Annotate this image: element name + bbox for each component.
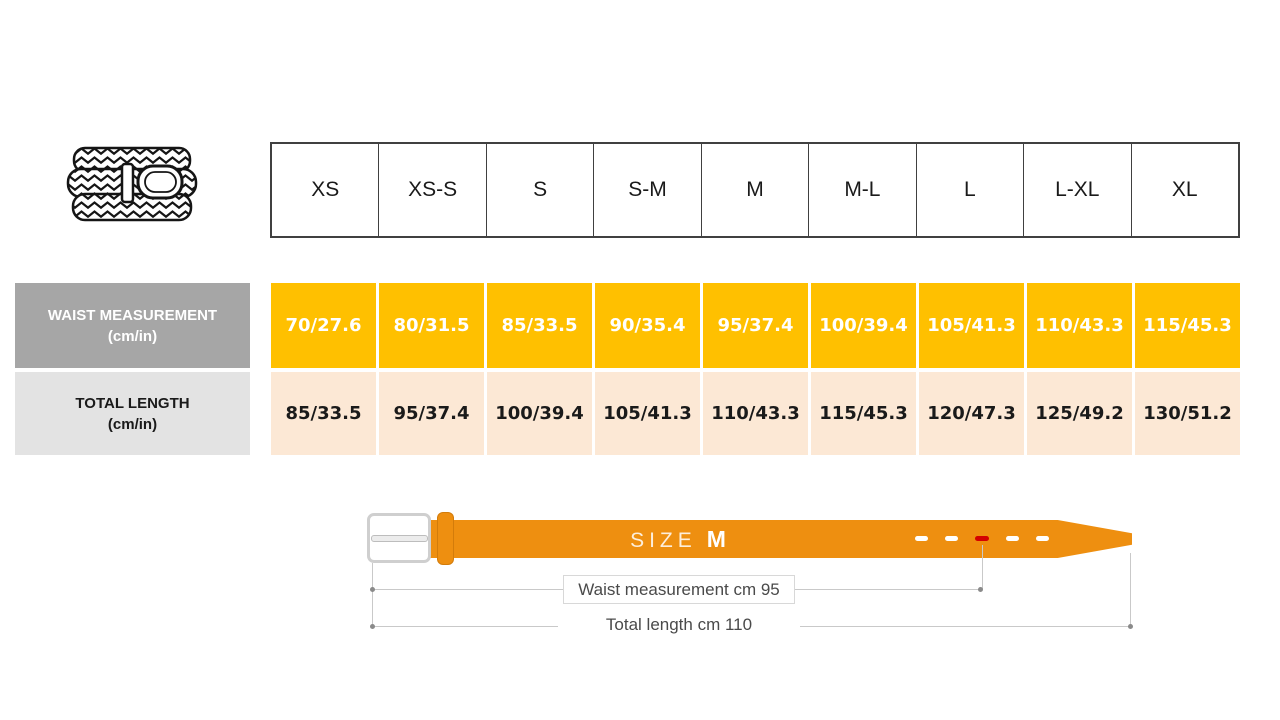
row-label-unit: (cm/in)	[107, 415, 158, 433]
size-header-cell: S-M	[593, 144, 700, 236]
waist-annotation-box: Waist measurement cm 95	[563, 575, 795, 604]
length-value-cell: 120/47.3	[919, 372, 1024, 455]
row-label-text: TOTAL LENGTH	[75, 394, 190, 412]
dim-dot	[370, 624, 375, 629]
belt-hole	[915, 536, 928, 541]
waist-value-cell: 100/39.4	[811, 283, 916, 368]
guide-line-hole	[982, 545, 983, 589]
length-value-cell: 115/45.3	[811, 372, 916, 455]
belt-hole	[1036, 536, 1049, 541]
size-header-cell: XS-S	[378, 144, 485, 236]
waist-measurement-row-label: WAIST MEASUREMENT (cm/in)	[15, 283, 250, 368]
waist-dim-line-right	[795, 589, 980, 590]
waist-value-cell: 105/41.3	[919, 283, 1024, 368]
size-header-cell: XL	[1130, 144, 1238, 236]
belt-hole	[945, 536, 958, 541]
size-header-cell: L	[915, 144, 1023, 236]
waist-value-cell: 80/31.5	[379, 283, 484, 368]
row-label-text: WAIST MEASUREMENT	[47, 306, 218, 324]
waist-value-cell: 85/33.5	[487, 283, 592, 368]
length-values-row: 85/33.5 95/37.4 100/39.4 105/41.3 110/43…	[271, 372, 1240, 455]
length-value-cell: 110/43.3	[703, 372, 808, 455]
waist-value-cell: 95/37.4	[703, 283, 808, 368]
belt-hole	[1006, 536, 1019, 541]
size-header-cell: S	[485, 144, 593, 236]
waist-value-cell: 70/27.6	[271, 283, 376, 368]
belt-keeper-loop	[437, 512, 454, 565]
size-header-cell: M-L	[808, 144, 915, 236]
waist-dim-line-left	[372, 589, 563, 590]
belt-hole-marked	[975, 536, 989, 541]
guide-line-tip	[1130, 553, 1131, 627]
waist-value-cell: 115/45.3	[1135, 283, 1240, 368]
length-value-cell: 125/49.2	[1027, 372, 1132, 455]
size-header-cell: L-XL	[1023, 144, 1130, 236]
total-length-row-label: TOTAL LENGTH (cm/in)	[15, 372, 250, 455]
belt-size-label: SIZE M	[558, 526, 798, 553]
braided-belt-icon	[66, 146, 198, 222]
size-header-cell: M	[700, 144, 808, 236]
length-value-cell: 95/37.4	[379, 372, 484, 455]
waist-value-cell: 110/43.3	[1027, 283, 1132, 368]
length-value-cell: 105/41.3	[595, 372, 700, 455]
row-label-unit: (cm/in)	[107, 327, 158, 345]
dim-dot	[370, 587, 375, 592]
length-annotation: Total length cm 110	[605, 615, 753, 634]
waist-value-cell: 90/35.4	[595, 283, 700, 368]
length-dim-line-left	[372, 626, 558, 627]
length-value-cell: 85/33.5	[271, 372, 376, 455]
belt-buckle-prong	[371, 535, 428, 542]
length-value-cell: 100/39.4	[487, 372, 592, 455]
size-word: SIZE	[630, 529, 697, 552]
size-header-row: XS XS-S S S-M M M-L L L-XL XL	[270, 142, 1240, 238]
size-value: M	[706, 526, 726, 552]
dim-dot	[1128, 624, 1133, 629]
dim-dot	[978, 587, 983, 592]
waist-values-row: 70/27.6 80/31.5 85/33.5 90/35.4 95/37.4 …	[271, 283, 1240, 368]
size-header-cell: XS	[311, 178, 340, 201]
guide-line-buckle	[372, 563, 373, 627]
length-dim-line-right	[800, 626, 1130, 627]
length-value-cell: 130/51.2	[1135, 372, 1240, 455]
